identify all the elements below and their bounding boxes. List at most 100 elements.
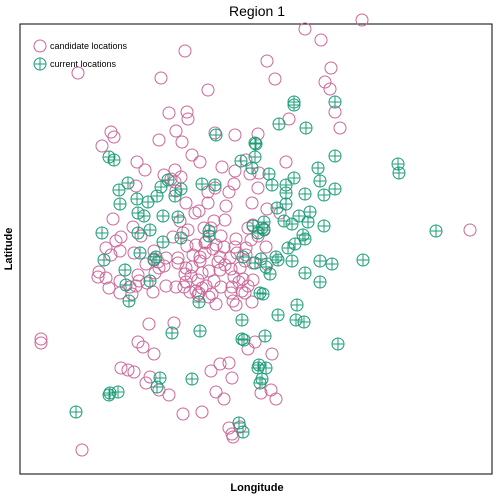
current-location-point — [289, 313, 303, 327]
candidate-location-point — [180, 105, 194, 119]
candidate-location-point — [217, 392, 231, 406]
current-location-point — [119, 278, 133, 292]
candidate-location-point — [223, 251, 237, 265]
current-location-point — [107, 153, 121, 167]
candidate-location-point — [185, 148, 199, 162]
current-location-point — [257, 215, 271, 229]
current-location-point — [161, 173, 175, 187]
candidate-location-point — [193, 155, 207, 169]
current-location-point — [255, 372, 269, 386]
current-location-point — [287, 171, 301, 185]
candidate-location-point — [213, 357, 227, 371]
current-location-point — [97, 253, 111, 267]
candidate-location-point — [157, 168, 171, 182]
current-location-point — [131, 226, 145, 240]
candidate-location-point — [34, 336, 48, 350]
current-location-point — [174, 182, 188, 196]
candidate-location-point — [218, 213, 232, 227]
candidate-location-point — [154, 71, 168, 85]
candidate-location-point — [189, 238, 203, 252]
candidate-location-point — [239, 248, 253, 262]
current-location-point — [271, 253, 285, 267]
current-location-point — [317, 219, 331, 233]
current-location-point — [328, 95, 342, 109]
candidate-location-point — [162, 388, 176, 402]
candidate-location-point — [229, 232, 243, 246]
candidate-location-point — [193, 250, 207, 264]
current-location-point — [258, 329, 272, 343]
current-location-point — [313, 174, 327, 188]
candidate-location-point — [129, 179, 143, 193]
candidate-location-point — [201, 196, 215, 210]
candidate-location-point — [279, 155, 293, 169]
current-location-point — [313, 254, 327, 268]
current-location-point — [281, 241, 295, 255]
candidate-location-point — [201, 83, 215, 97]
current-location-point — [265, 178, 279, 192]
candidate-location-point — [227, 270, 241, 284]
current-location-point — [301, 215, 315, 229]
current-location-point — [303, 205, 317, 219]
candidate-location-point — [139, 257, 153, 271]
legend: candidate locations current locations — [33, 39, 128, 71]
candidate-location-point — [225, 371, 239, 385]
current-location-point — [208, 178, 222, 192]
candidate-location-point — [178, 44, 192, 58]
current-location-point — [325, 257, 339, 271]
candidate-location-point — [134, 229, 148, 243]
candidate-location-point — [229, 298, 243, 312]
candidate-location-point — [130, 155, 144, 169]
current-location-point — [297, 315, 311, 329]
current-location-point — [143, 274, 157, 288]
current-location-point — [248, 150, 262, 164]
current-location-point — [298, 232, 312, 246]
legend-symbol — [33, 39, 47, 53]
candidate-location-point — [260, 202, 274, 216]
legend-marker-candidate-locations — [33, 39, 47, 53]
chart-title: Region 1 — [229, 3, 285, 19]
legend-label-candidate-locations: candidate locations — [50, 41, 128, 51]
current-location-point — [251, 226, 265, 240]
legend-symbol — [33, 57, 47, 71]
current-location-point — [195, 177, 209, 191]
candidate-location-point — [179, 196, 193, 210]
candidate-location-point — [181, 112, 195, 126]
current-location-point — [392, 166, 406, 180]
candidate-location-point — [114, 230, 128, 244]
candidate-location-point — [75, 443, 89, 457]
candidate-location-point — [169, 124, 183, 138]
current-location-point — [168, 189, 182, 203]
candidate-location-point — [213, 263, 227, 277]
candidate-location-point — [323, 82, 337, 96]
candidate-location-point — [298, 22, 312, 36]
candidate-location-point — [260, 54, 274, 68]
current-location-point — [95, 226, 109, 240]
current-location-point — [269, 250, 283, 264]
current-location-point — [248, 136, 262, 150]
current-location-point — [331, 337, 345, 351]
current-location-point — [111, 385, 125, 399]
candidate-location-point — [121, 363, 135, 377]
current-location-point — [232, 416, 246, 430]
candidate-location-point — [314, 33, 328, 47]
current-location-point — [149, 250, 163, 264]
current-location-point — [235, 313, 249, 327]
candidate-location-point — [259, 240, 273, 254]
candidate-location-point — [159, 279, 173, 293]
current-location-point — [279, 186, 293, 200]
current-location-point — [271, 308, 285, 322]
candidate-location-point — [228, 164, 242, 178]
current-location-point — [262, 167, 276, 181]
current-location-point — [141, 195, 155, 209]
candidate-location-point — [95, 139, 109, 153]
current-location-point — [235, 332, 249, 346]
candidate-location-point — [136, 340, 150, 354]
candidate-location-point — [195, 405, 209, 419]
current-location-point — [174, 231, 188, 245]
candidate-location-point — [195, 281, 209, 295]
candidate-location-point — [222, 185, 236, 199]
candidate-location-point — [204, 364, 218, 378]
candidate-location-point — [143, 370, 157, 384]
current-location-point — [287, 95, 301, 109]
